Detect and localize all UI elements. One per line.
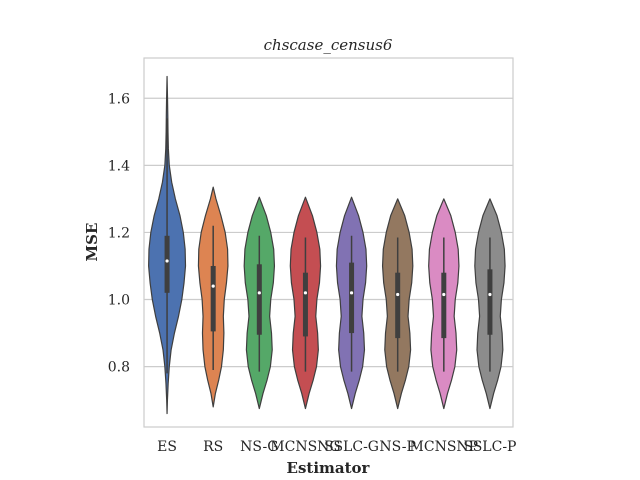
violin-median	[165, 259, 169, 263]
violin-median	[488, 292, 492, 297]
violin-mcnsnp	[428, 198, 460, 410]
y-tick-label: 1.0	[108, 293, 130, 309]
violin-iqr-box	[395, 272, 401, 339]
violins	[148, 75, 506, 415]
violin-iqr-box	[210, 265, 216, 332]
x-tick-label: SSLC-P	[463, 439, 516, 455]
violin-mcnsng	[289, 196, 322, 410]
grid-lines	[144, 97, 513, 368]
violin-sslc-g	[335, 196, 368, 410]
violin-ns-g	[243, 196, 276, 410]
chart-title: chscase_census6	[264, 36, 393, 54]
violin-iqr-box	[487, 269, 493, 335]
violin-es	[148, 75, 187, 415]
violin-median	[257, 291, 261, 295]
violin-ns-p	[381, 198, 414, 410]
x-tick-label: NS-P	[379, 439, 416, 455]
x-tick-label: RS	[203, 439, 223, 455]
y-tick-labels: 0.8 1.0 1.2 1.4 1.6	[108, 91, 130, 375]
x-tick-label: MCNSNP	[410, 439, 479, 455]
violin-sslc-p	[474, 198, 506, 410]
y-axis-label: MSE	[83, 223, 101, 262]
violin-median	[396, 292, 400, 297]
violin-iqr-box	[256, 264, 262, 335]
violin-iqr-box	[164, 235, 170, 293]
x-tick-label: NS-G	[240, 439, 278, 455]
y-tick-label: 1.6	[108, 91, 130, 107]
violin-median	[303, 291, 308, 295]
x-tick-label: ES	[157, 439, 177, 455]
violin-median	[442, 292, 446, 297]
violin-median	[211, 284, 215, 288]
violin-iqr-box	[349, 262, 355, 334]
y-tick-label: 0.8	[108, 360, 130, 376]
plot-frame	[143, 57, 514, 428]
y-tick-label: 1.4	[108, 158, 130, 174]
x-tick-label: MCNSNG	[270, 439, 340, 455]
violin-median	[349, 291, 354, 295]
violin-rs	[197, 186, 229, 408]
x-tick-label: SSLC-G	[324, 439, 379, 455]
x-axis-label: Estimator	[287, 459, 371, 477]
violin-iqr-box	[441, 272, 447, 339]
violin-iqr-box	[302, 272, 308, 337]
y-tick-label: 1.2	[108, 225, 130, 241]
